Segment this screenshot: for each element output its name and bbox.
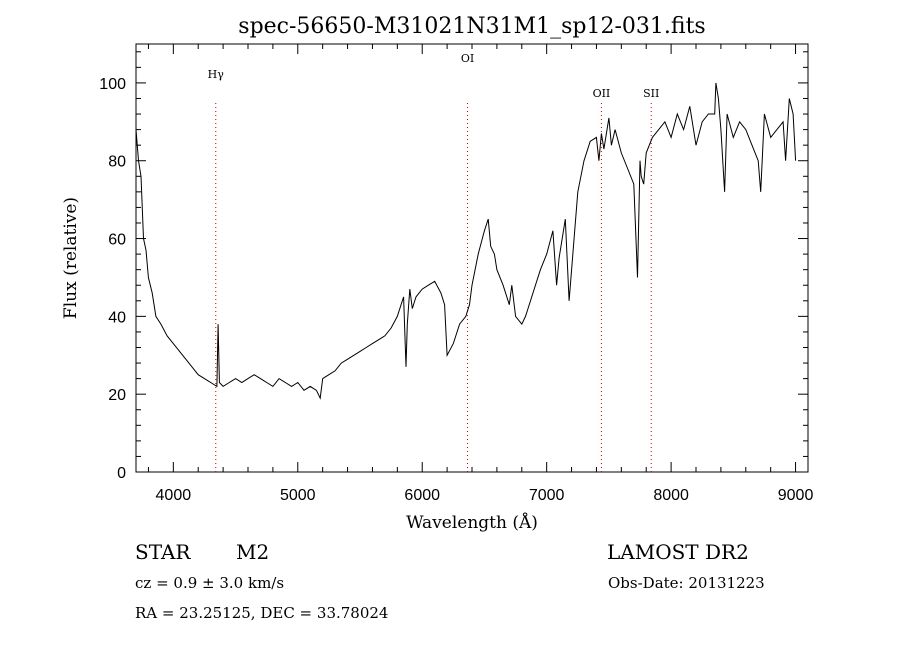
observation-date: Obs-Date: 20131223 [608, 574, 765, 592]
line-markers: Hγ OI OII SII [208, 52, 659, 472]
y-tick-label: 60 [108, 232, 126, 249]
y-tick-label: 40 [108, 309, 126, 326]
x-tick-label: 8000 [653, 487, 689, 504]
x-axis-label: Wavelength (Å) [406, 512, 538, 533]
survey-name: LAMOST DR2 [607, 540, 749, 564]
redshift-cz: cz = 0.9 ± 3.0 km/s [135, 574, 285, 592]
coordinates: RA = 23.25125, DEC = 33.78024 [135, 604, 389, 622]
object-subclass: M2 [236, 540, 270, 564]
line-marker-label: OI [461, 52, 474, 65]
line-marker-label: OII [593, 87, 611, 100]
line-marker-label: Hγ [208, 68, 225, 81]
x-tick-label: 9000 [778, 487, 814, 504]
object-class: STAR [135, 540, 191, 564]
y-tick-label: 20 [108, 387, 126, 404]
x-tick-label: 6000 [404, 487, 440, 504]
y-axis-label: Flux (relative) [61, 197, 81, 319]
y-tick-label: 100 [99, 76, 126, 93]
axis-ticks: 4000 5000 6000 7000 8000 9000 0 20 40 60 80 100 [99, 44, 813, 504]
y-tick-label: 80 [108, 154, 126, 171]
x-tick-label: 4000 [156, 487, 192, 504]
y-tick-label: 0 [117, 465, 126, 482]
x-tick-label: 7000 [529, 487, 565, 504]
chart-title: spec-56650-M31021N31M1_sp12-031.fits [238, 14, 705, 39]
x-tick-label: 5000 [280, 487, 316, 504]
spectrum-line [135, 82, 797, 400]
line-marker-label: SII [643, 87, 659, 100]
plot-frame [135, 43, 809, 473]
